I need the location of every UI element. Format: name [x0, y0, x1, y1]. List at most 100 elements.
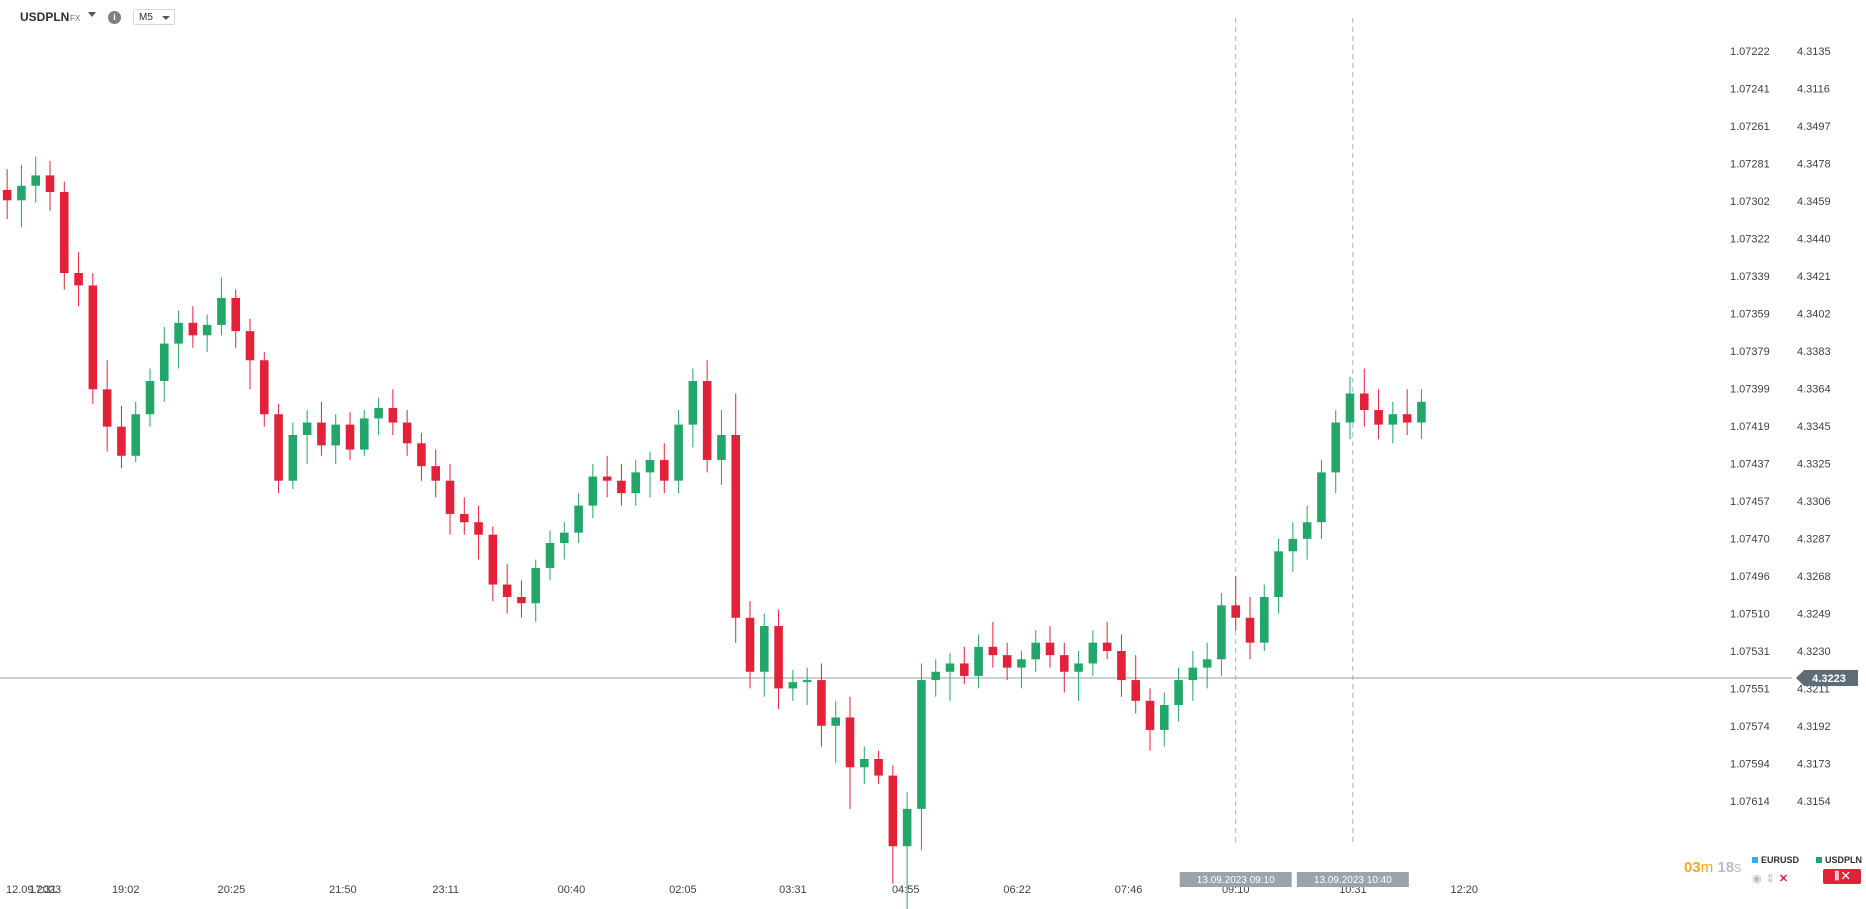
candle-body — [988, 646, 998, 656]
candle-body — [888, 775, 898, 847]
x-tick-label: 19:02 — [112, 884, 140, 896]
info-icon[interactable]: i — [108, 11, 121, 24]
time-marker-badge — [1296, 872, 1409, 887]
candle-body — [960, 663, 969, 676]
candle-body — [331, 424, 340, 446]
x-tick-label: 12:20 — [1451, 884, 1479, 896]
candle-body — [1017, 659, 1026, 668]
candle-body — [360, 418, 369, 450]
candle-body — [517, 597, 526, 604]
y-tick-label-usdpln: 4.3135 — [1797, 46, 1831, 58]
x-tick-label: 23:11 — [432, 884, 459, 896]
candle-body — [1288, 538, 1298, 552]
candle-body — [1088, 642, 1098, 664]
y-tick-label-eurusd: 1.07379 — [1730, 346, 1770, 358]
candle-body — [245, 331, 255, 361]
interval-select[interactable]: M5 — [133, 9, 175, 25]
candle-body — [588, 476, 598, 506]
y-tick-label-usdpln: 4.3478 — [1797, 159, 1831, 171]
chevron-down-icon[interactable] — [88, 12, 96, 17]
y-tick-label-usdpln: 4.3345 — [1797, 421, 1831, 433]
candle-body — [674, 424, 683, 481]
candle-body — [1131, 680, 1140, 701]
candle-body — [1374, 410, 1383, 425]
y-tick-label-usdpln: 4.3497 — [1797, 121, 1831, 133]
countdown-seconds: 18 — [1717, 859, 1735, 876]
symbol-label[interactable]: USDPLN — [20, 10, 70, 24]
candle-body — [145, 381, 155, 415]
candle-body — [1117, 651, 1126, 681]
candle-body — [2, 189, 12, 201]
x-tick-label: 06:22 — [1003, 884, 1031, 896]
eye-icon[interactable]: ◉ — [1752, 873, 1766, 885]
candle-body — [945, 663, 955, 672]
candle-body — [974, 646, 983, 676]
candle-body — [74, 273, 83, 286]
y-tick-label-eurusd: 1.07457 — [1730, 496, 1770, 508]
y-tick-label-eurusd: 1.07339 — [1730, 271, 1770, 283]
candle-body — [731, 435, 740, 618]
candle-body — [802, 680, 812, 683]
candle-body — [688, 381, 698, 425]
y-tick-label-eurusd: 1.07510 — [1730, 609, 1770, 621]
candle-body — [402, 422, 412, 444]
y-tick-label-eurusd: 1.07470 — [1730, 534, 1770, 546]
close-icon[interactable]: ✕ — [1841, 871, 1850, 882]
y-tick-label-eurusd: 1.07531 — [1730, 646, 1770, 658]
x-tick-label: 04:55 — [892, 884, 920, 896]
chart-toolbar: USDPLN FX i M5 — [0, 0, 1866, 36]
countdown-seconds-unit: s — [1734, 859, 1742, 876]
close-icon[interactable]: ✕ — [1778, 873, 1793, 885]
candle-body — [45, 175, 55, 192]
candle-body — [1102, 642, 1112, 651]
candle-body — [560, 532, 569, 543]
y-tick-label-usdpln: 4.3230 — [1797, 646, 1831, 658]
legend-eurusd[interactable]: EURUSD — [1752, 855, 1799, 865]
y-tick-label-usdpln: 4.3421 — [1797, 271, 1831, 283]
y-tick-label-usdpln: 4.3287 — [1797, 534, 1831, 546]
y-tick-label-usdpln: 4.3402 — [1797, 309, 1831, 321]
time-marker-label: 13.09.2023 10:40 — [1314, 875, 1392, 886]
y-tick-label-eurusd: 1.07574 — [1730, 721, 1770, 733]
candle-body — [460, 513, 469, 523]
y-tick-label-eurusd: 1.07322 — [1730, 234, 1770, 246]
candle-body — [917, 680, 926, 809]
y-tick-label-eurusd: 1.07302 — [1730, 196, 1770, 208]
updown-icon[interactable]: ⇕ — [1765, 873, 1779, 885]
candle-body — [902, 808, 912, 847]
candle-body — [1345, 393, 1355, 423]
y-tick-label-usdpln: 4.3173 — [1797, 759, 1831, 771]
y-tick-label-usdpln: 4.3154 — [1797, 796, 1831, 808]
candles-icon: ⫼ — [1834, 871, 1840, 882]
candle-body — [1274, 551, 1283, 597]
candle-body — [717, 435, 726, 460]
candle-body — [1202, 659, 1212, 668]
y-tick-label-eurusd: 1.07551 — [1730, 684, 1770, 696]
candle-body — [160, 343, 169, 381]
candle-body — [174, 322, 183, 344]
legend-usdpln[interactable]: USDPLN — [1816, 855, 1862, 865]
candle-body — [17, 185, 26, 201]
y-tick-label-eurusd: 1.07399 — [1730, 384, 1770, 396]
candle-body — [1417, 401, 1426, 423]
candle-body — [1145, 700, 1155, 730]
candle-body — [31, 175, 40, 186]
candle-body — [302, 422, 312, 435]
candle-body — [288, 435, 298, 481]
candle-body — [274, 414, 283, 481]
x-tick-label: 00:40 — [558, 884, 586, 896]
candle-body — [545, 543, 555, 568]
x-tick-label: 21:50 — [329, 884, 357, 896]
candle-body — [617, 480, 626, 494]
candle-body — [860, 759, 869, 768]
y-tick-label-usdpln: 4.3211 — [1797, 684, 1830, 696]
candle-body — [1188, 667, 1198, 681]
candle-body — [831, 717, 840, 726]
candle-body — [1217, 605, 1226, 660]
y-tick-label-usdpln: 4.3325 — [1797, 459, 1831, 471]
candle-body — [102, 389, 112, 427]
candle-body — [645, 459, 655, 473]
candles-tool-button[interactable]: ⫼ ✕ — [1823, 869, 1861, 884]
candle-body — [188, 322, 198, 336]
